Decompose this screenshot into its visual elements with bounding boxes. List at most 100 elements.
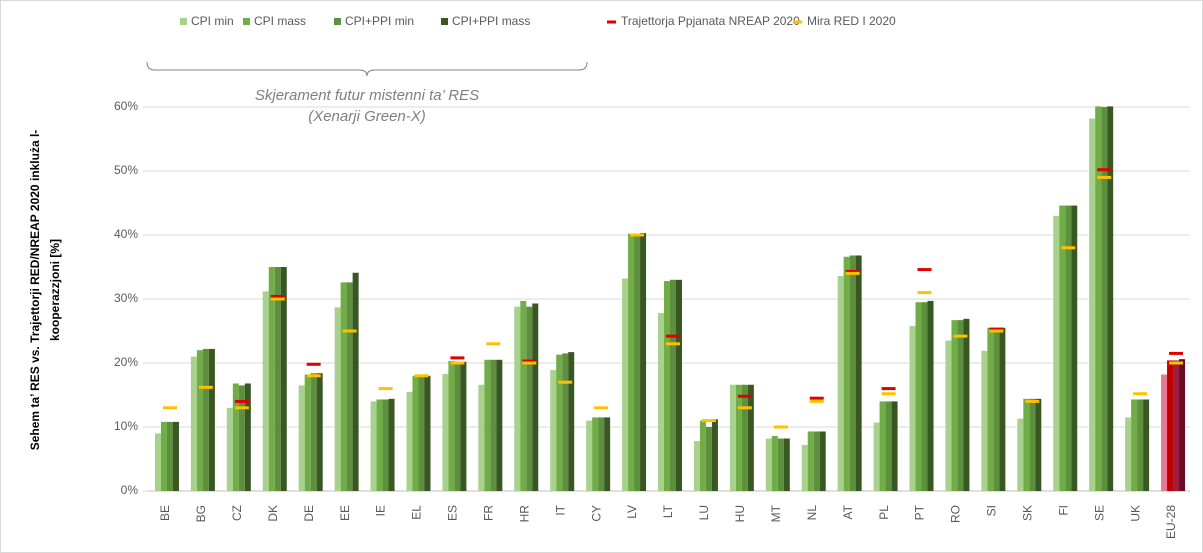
- bar: [699, 420, 706, 491]
- bar: [478, 384, 485, 491]
- bar: [813, 431, 820, 491]
- bar: [987, 327, 994, 491]
- bar: [664, 281, 670, 491]
- bar: [1053, 215, 1060, 492]
- bar: [1089, 118, 1096, 492]
- x-tick-label: DK: [266, 505, 280, 522]
- x-tick-label: SE: [1092, 505, 1106, 521]
- x-tick-label: HU: [733, 505, 747, 522]
- y-axis-label: Sehem ta’ RES vs. Trajettorji RED/NREAP …: [28, 130, 42, 451]
- bar: [879, 401, 886, 491]
- bar: [556, 354, 563, 491]
- x-tick-label: IE: [374, 505, 388, 516]
- bar: [843, 256, 850, 491]
- bar: [855, 255, 862, 491]
- y-tick-label: 30%: [114, 291, 138, 305]
- bar: [460, 361, 467, 491]
- bar: [196, 350, 203, 491]
- bar: [963, 318, 970, 491]
- bar: [801, 444, 808, 491]
- x-tick-label: ES: [446, 505, 460, 521]
- annotation: (Xenarji Green-X): [308, 108, 426, 125]
- bar: [448, 361, 455, 491]
- bar: [424, 375, 431, 491]
- bar: [418, 377, 425, 491]
- bar: [1071, 205, 1078, 491]
- annotation: Skjerament futur mistenni ta’ RES: [255, 87, 479, 104]
- bar: [154, 433, 161, 491]
- x-tick-label: CY: [589, 505, 603, 522]
- bar: [837, 275, 844, 491]
- bar: [490, 359, 497, 491]
- legend-label: Trajettorja Ppjanata NREAP 2020: [621, 14, 800, 28]
- y-tick-label: 50%: [114, 163, 138, 177]
- y-tick-label: 60%: [114, 99, 138, 113]
- x-tick-label: IT: [553, 504, 567, 515]
- bar: [957, 320, 964, 491]
- legend-swatch: [180, 18, 187, 25]
- x-tick-label: UK: [1128, 505, 1142, 522]
- bar: [496, 359, 503, 491]
- bar: [909, 325, 916, 491]
- x-tick-label: FR: [482, 505, 496, 521]
- legend-label: CPI min: [191, 14, 234, 28]
- x-tick-label: BG: [194, 505, 208, 522]
- bar: [915, 302, 922, 491]
- bar: [993, 327, 1000, 491]
- bar: [705, 427, 712, 491]
- bar: [951, 320, 958, 491]
- bar: [735, 384, 742, 491]
- bar: [1167, 360, 1174, 491]
- bar: [280, 267, 287, 491]
- bar: [352, 272, 359, 491]
- bar: [1059, 205, 1066, 491]
- brace: [146, 61, 588, 77]
- bar: [604, 417, 611, 491]
- x-tick-label: SI: [985, 505, 999, 516]
- x-tick-label: EU-28: [1164, 505, 1178, 539]
- bar: [346, 282, 353, 491]
- bar: [1125, 417, 1132, 491]
- bar: [550, 370, 557, 491]
- bar: [388, 398, 395, 491]
- bar: [676, 279, 682, 491]
- bar: [532, 303, 539, 491]
- bar: [927, 300, 934, 491]
- bar: [1023, 398, 1030, 491]
- y-tick-label: 20%: [114, 355, 138, 369]
- bar: [202, 348, 209, 491]
- bar: [226, 407, 233, 491]
- bar: [670, 279, 676, 491]
- bar: [172, 421, 179, 491]
- bar: [274, 267, 281, 491]
- y-tick-label: 40%: [114, 227, 138, 241]
- bar: [520, 300, 527, 491]
- bar: [622, 278, 629, 491]
- bar: [298, 385, 305, 491]
- bar: [711, 419, 718, 491]
- bar: [765, 438, 772, 491]
- bar: [1143, 399, 1150, 491]
- bar: [747, 384, 754, 491]
- bar: [1065, 205, 1072, 491]
- x-tick-label: PT: [913, 504, 927, 520]
- x-tick-label: FI: [1056, 505, 1070, 516]
- bar: [412, 375, 419, 491]
- bar: [454, 361, 461, 491]
- bar: [238, 385, 245, 491]
- bar: [1029, 398, 1036, 491]
- bar: [628, 233, 635, 491]
- legend-swatch: [334, 18, 341, 25]
- bar: [819, 431, 826, 491]
- bar: [562, 353, 569, 491]
- x-tick-label: BE: [158, 505, 172, 521]
- legend-label: Mira RED I 2020: [807, 14, 896, 28]
- y-tick-label: 0%: [121, 483, 139, 497]
- x-tick-label: CZ: [230, 505, 244, 521]
- bar: [334, 307, 341, 491]
- bar: [526, 306, 533, 491]
- y-axis-label: kooperazzjoni [%]: [48, 239, 62, 341]
- bar: [406, 391, 413, 491]
- bar: [1035, 398, 1042, 491]
